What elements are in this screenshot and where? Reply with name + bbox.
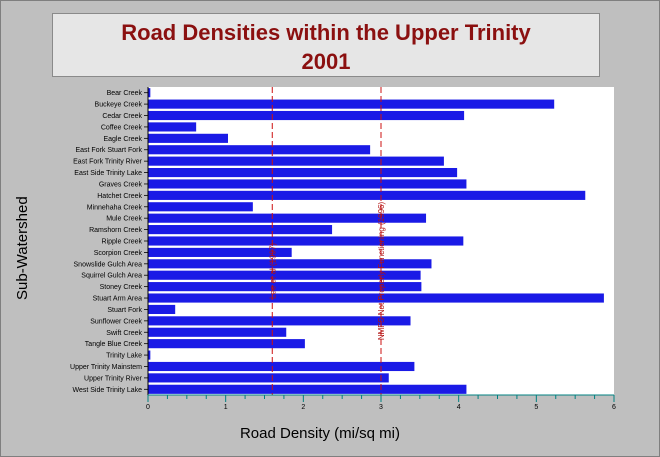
bar <box>148 270 421 280</box>
bar <box>148 190 586 200</box>
reference-line-label: NMFS Not Properly Functioning (1996) <box>377 202 386 341</box>
bar <box>148 213 427 223</box>
x-tick-label: 1 <box>224 404 228 411</box>
bar <box>148 202 253 212</box>
bar <box>148 110 465 121</box>
bar <box>148 327 287 337</box>
category-label: Stuart Fork <box>107 307 142 314</box>
x-tick-label: 5 <box>534 404 538 411</box>
category-label: Hatchet Creek <box>97 193 142 200</box>
category-label: Cedar Creek <box>102 113 142 120</box>
bar <box>148 156 444 166</box>
bar <box>148 145 371 155</box>
category-label: Minnehaha Creek <box>87 204 143 211</box>
reference-line-label: Lee et al (1997) <box>268 243 277 299</box>
category-label: Ripple Creek <box>102 239 143 246</box>
bar <box>148 225 333 235</box>
bar <box>148 361 415 372</box>
category-label: Scorpion Creek <box>94 250 143 257</box>
x-axis-label: Road Density (mi/sq mi) <box>239 425 401 442</box>
category-label: Tangle Blue Creek <box>85 341 143 348</box>
bar <box>148 179 467 189</box>
bar <box>148 373 389 383</box>
category-label: Coffee Creek <box>101 124 143 131</box>
bar <box>148 316 411 326</box>
category-label: Graves Creek <box>99 181 143 188</box>
chart-title-box: Road Densities within the Upper Trinity … <box>52 13 600 77</box>
bar <box>148 122 197 132</box>
bar <box>148 384 467 394</box>
category-label: East Fork Trinity River <box>73 159 143 166</box>
x-tick-label: 0 <box>146 404 150 411</box>
chart-subtitle: 2001 <box>301 49 351 74</box>
bar <box>148 339 305 349</box>
x-tick-label: 4 <box>457 404 461 411</box>
category-label: Mule Creek <box>106 216 142 223</box>
bar <box>148 293 604 303</box>
bar <box>148 167 458 178</box>
x-tick-label: 3 <box>379 404 383 411</box>
category-label: Buckeye Creek <box>95 102 143 109</box>
bar <box>148 236 464 246</box>
bar <box>148 88 151 98</box>
category-label: Eagle Creek <box>103 136 142 143</box>
category-label: Trinity Lake <box>106 353 142 360</box>
bar <box>148 133 228 143</box>
bar <box>148 247 292 257</box>
category-label: East Side Trinity Lake <box>74 170 142 177</box>
x-tick-label: 6 <box>612 404 616 411</box>
chart-title: Road Densities within the Upper Trinity <box>121 20 531 45</box>
category-label: Bear Creek <box>107 90 143 97</box>
category-label: Upper Trinity Mainstem <box>70 364 142 371</box>
category-label: Ramshorn Creek <box>89 227 142 234</box>
bar <box>148 282 422 292</box>
category-label: Upper Trinity River <box>84 375 143 382</box>
bar <box>148 350 151 360</box>
category-label: Swift Creek <box>106 330 142 337</box>
category-label: Snowslide Gulch Area <box>74 261 143 268</box>
category-label: Stoney Creek <box>100 284 143 291</box>
category-label: Squirrel Gulch Area <box>81 273 142 280</box>
category-label: Sunflower Creek <box>90 318 142 325</box>
x-tick-label: 2 <box>301 404 305 411</box>
bar <box>148 259 432 269</box>
bar <box>148 99 555 109</box>
bar <box>148 304 176 315</box>
category-label: West Side Trinity Lake <box>72 387 142 394</box>
category-label: East Fork Stuart Fork <box>75 147 142 154</box>
category-label: Stuart Arm Area <box>93 296 143 303</box>
